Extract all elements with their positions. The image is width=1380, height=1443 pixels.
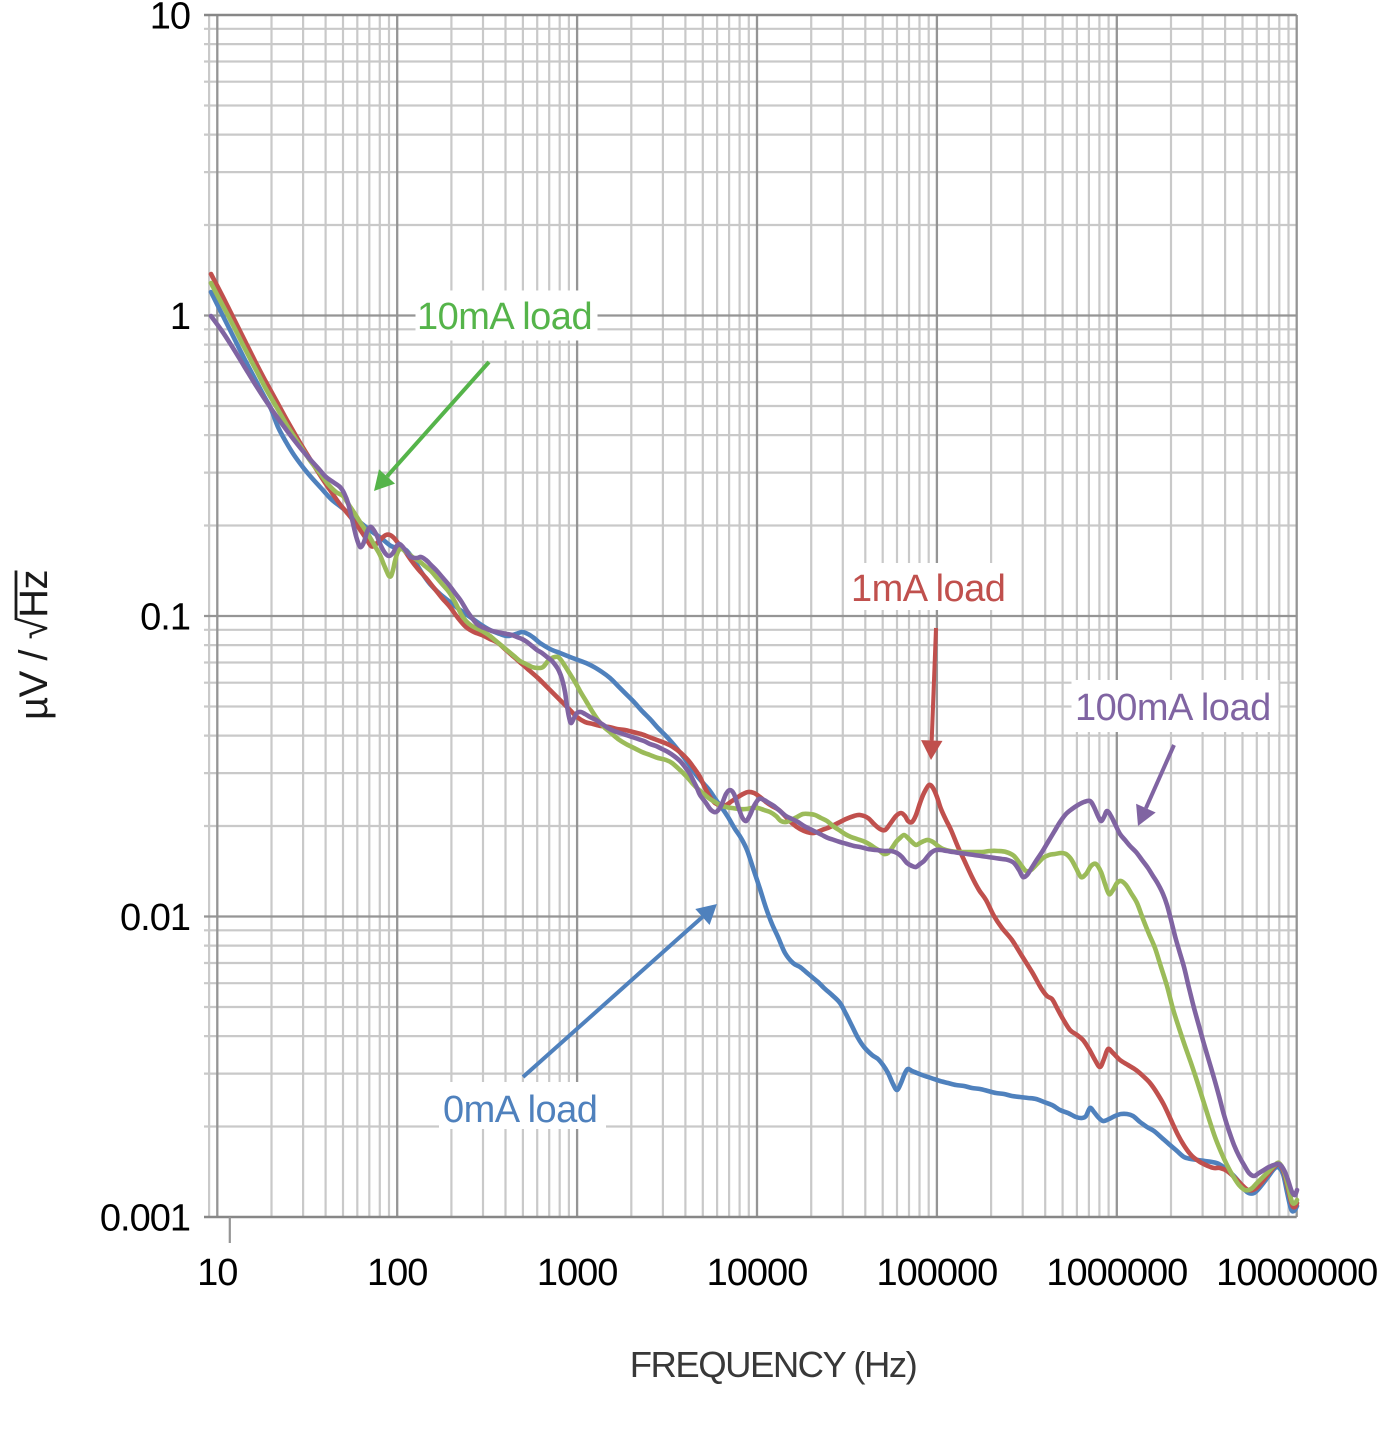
svg-text:FREQUENCY (Hz): FREQUENCY (Hz) xyxy=(630,1344,917,1385)
svg-text:10: 10 xyxy=(197,1252,237,1294)
svg-text:1mA load: 1mA load xyxy=(851,568,1005,610)
svg-text:10000: 10000 xyxy=(707,1252,808,1294)
svg-text:µV / √Hz: µV / √Hz xyxy=(12,570,56,720)
svg-text:0.1: 0.1 xyxy=(140,597,190,639)
svg-text:0.001: 0.001 xyxy=(100,1198,190,1240)
svg-text:1: 1 xyxy=(170,296,190,338)
svg-text:100000: 100000 xyxy=(876,1252,997,1294)
svg-text:10: 10 xyxy=(150,0,190,38)
svg-text:10mA load: 10mA load xyxy=(417,296,592,338)
svg-text:1000: 1000 xyxy=(537,1252,618,1294)
svg-text:100: 100 xyxy=(367,1252,427,1294)
svg-text:1000000: 1000000 xyxy=(1046,1252,1187,1294)
svg-text:100mA load: 100mA load xyxy=(1075,687,1271,729)
svg-text:0.01: 0.01 xyxy=(120,897,190,939)
svg-text:0mA load: 0mA load xyxy=(443,1089,597,1131)
svg-text:10000000: 10000000 xyxy=(1216,1252,1377,1294)
